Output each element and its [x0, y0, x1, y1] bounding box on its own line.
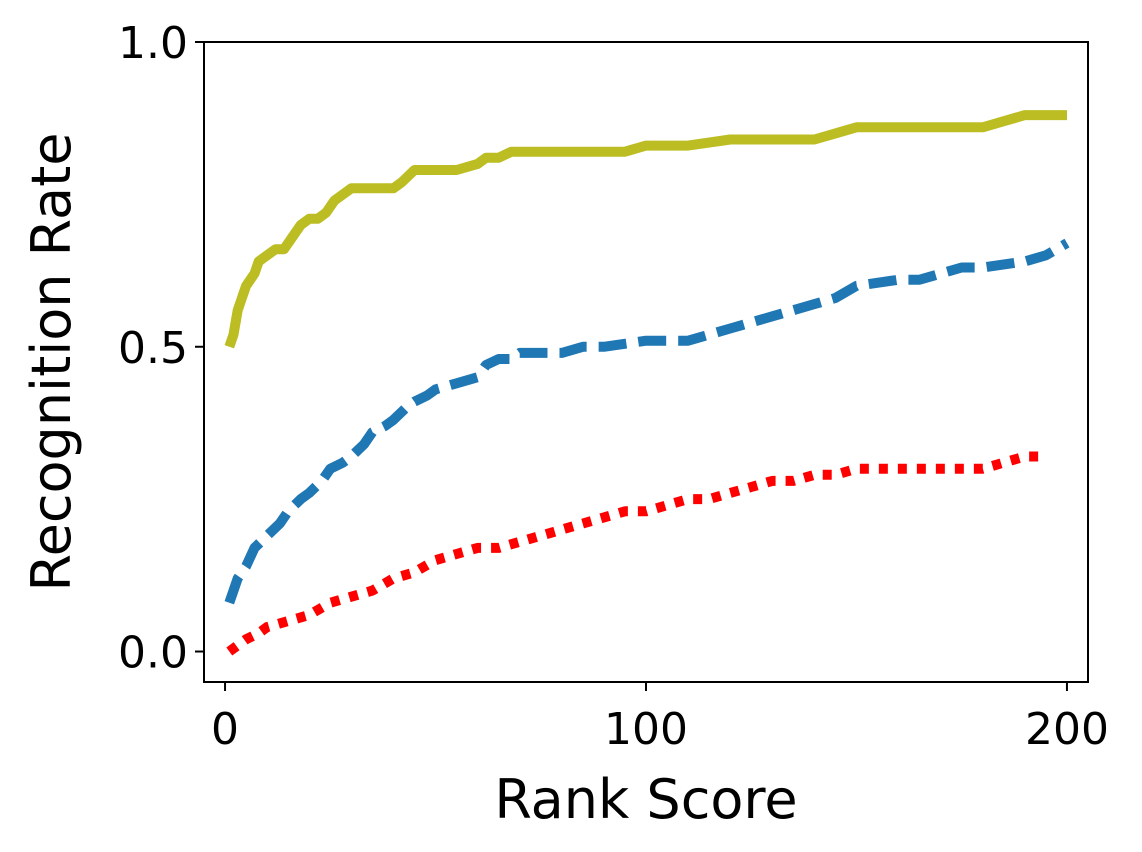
x-axis: 0 100 200 — [211, 682, 1109, 755]
y-tick-label: 1.0 — [118, 18, 188, 69]
y-axis-title: Recognition Rate — [20, 133, 83, 592]
x-tick-label: 100 — [604, 704, 688, 755]
series-layer — [224, 110, 1070, 656]
x-tick-label: 200 — [1025, 704, 1109, 755]
y-axis: 0.0 0.5 1.0 — [118, 18, 204, 679]
series-line-dotted — [226, 451, 1046, 656]
y-tick-label: 0.5 — [118, 323, 188, 374]
x-axis-title: Rank Score — [494, 768, 797, 831]
series-line-solid — [224, 110, 1067, 349]
x-tick-label: 0 — [211, 704, 239, 755]
y-tick-label: 0.0 — [118, 628, 188, 679]
series-line-dashed — [224, 238, 1070, 605]
